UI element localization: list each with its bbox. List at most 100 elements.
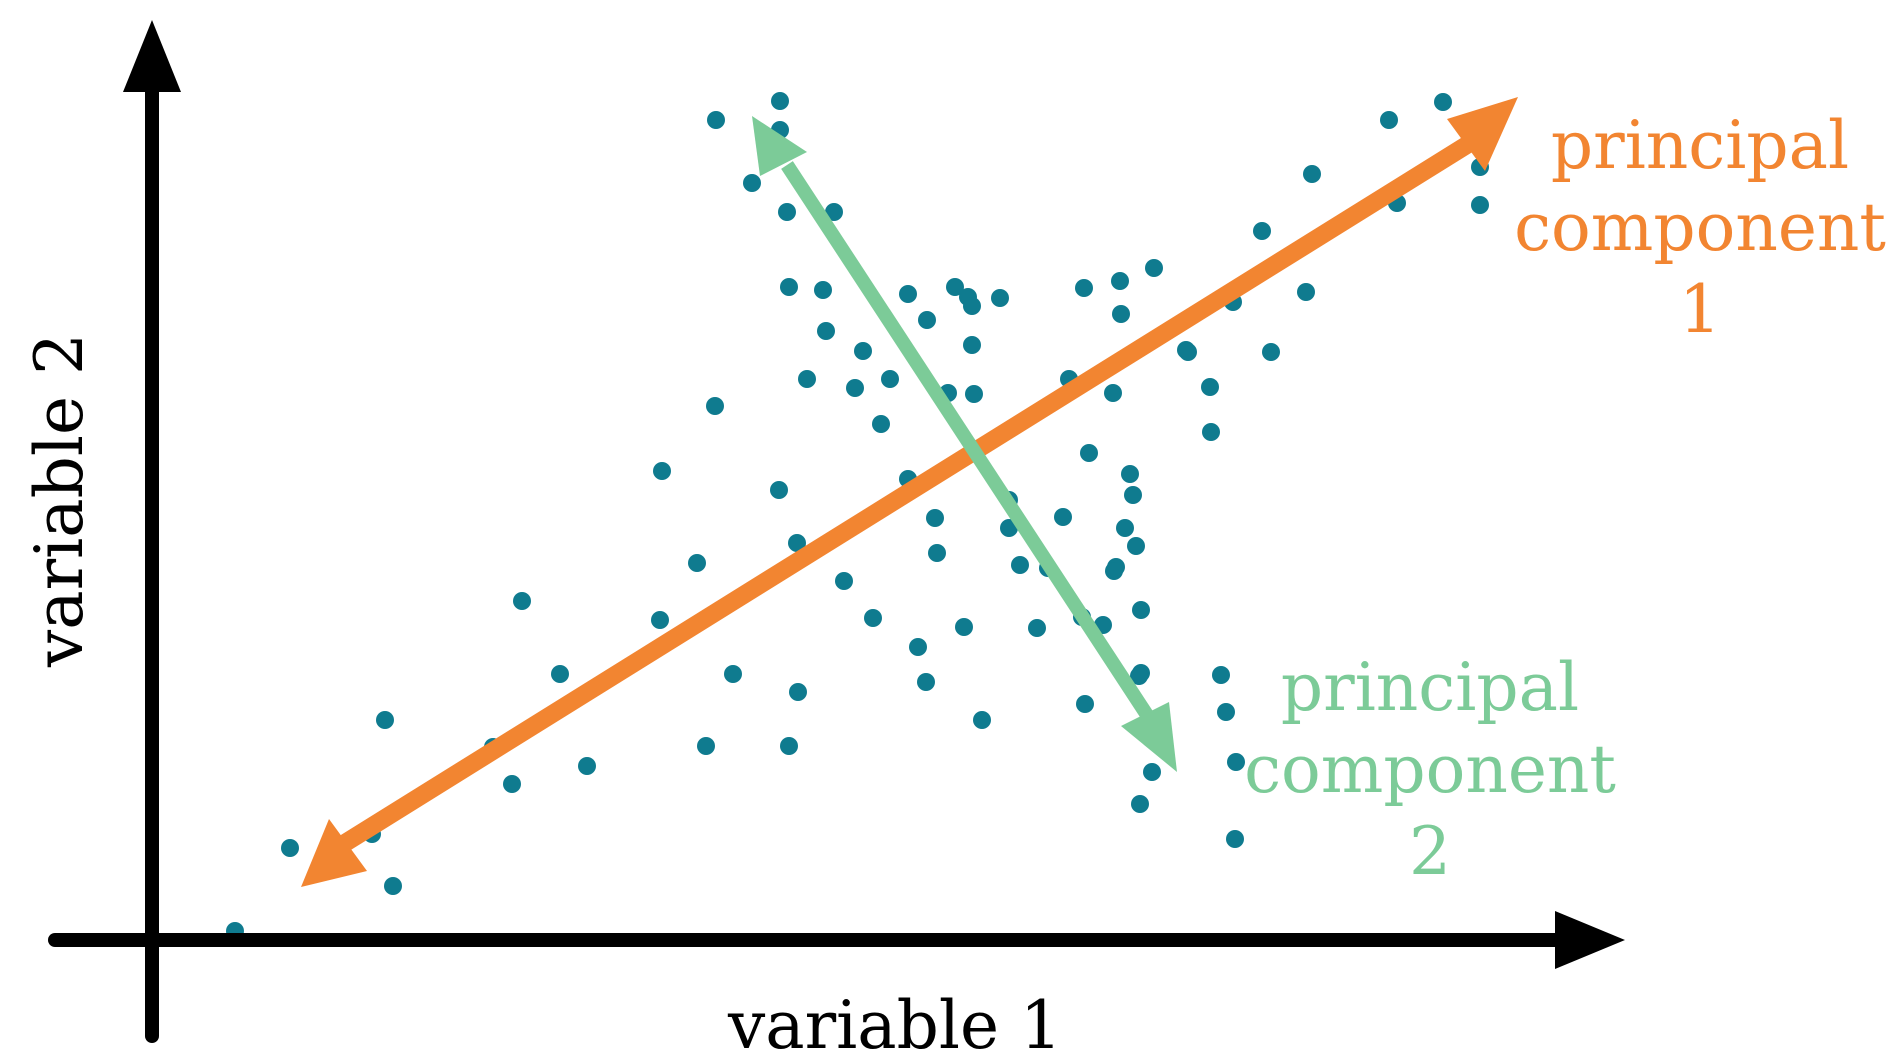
data-point bbox=[1297, 283, 1315, 301]
data-point bbox=[1179, 343, 1197, 361]
data-point bbox=[1201, 378, 1219, 396]
data-point bbox=[778, 203, 796, 221]
data-point bbox=[651, 611, 669, 629]
data-point bbox=[376, 711, 394, 729]
data-point bbox=[1130, 667, 1148, 685]
data-point bbox=[1127, 537, 1145, 555]
principal-component-1-arrow bbox=[301, 97, 1518, 887]
data-point bbox=[963, 297, 981, 315]
data-point bbox=[1080, 444, 1098, 462]
data-point bbox=[872, 415, 890, 433]
data-point bbox=[817, 322, 835, 340]
data-point bbox=[854, 342, 872, 360]
data-point bbox=[688, 554, 706, 572]
pc2-label-line-1: principal bbox=[1281, 649, 1579, 726]
data-point bbox=[743, 174, 761, 192]
data-point bbox=[1217, 703, 1235, 721]
data-point bbox=[724, 665, 742, 683]
data-point bbox=[551, 665, 569, 683]
data-point bbox=[1075, 279, 1093, 297]
data-point bbox=[1104, 384, 1122, 402]
data-points bbox=[226, 92, 1489, 940]
data-point bbox=[1303, 165, 1321, 183]
y-axis-arrowhead bbox=[123, 20, 181, 92]
data-point bbox=[1028, 619, 1046, 637]
data-point bbox=[697, 737, 715, 755]
pc1-label-line-1: principal bbox=[1551, 107, 1849, 184]
pc1-label-line-3: 1 bbox=[1679, 271, 1721, 348]
pc1-arrowhead-upper bbox=[1447, 97, 1518, 171]
data-point bbox=[578, 757, 596, 775]
data-point bbox=[973, 711, 991, 729]
principal-component-1-label: principal component 1 bbox=[1514, 107, 1886, 348]
principal-component-2-arrow bbox=[752, 116, 1177, 772]
data-point bbox=[955, 618, 973, 636]
data-point bbox=[1054, 508, 1072, 526]
data-point bbox=[1253, 222, 1271, 240]
data-point bbox=[1112, 305, 1130, 323]
pc2-arrow-shaft bbox=[781, 161, 1153, 719]
pc2-label-line-2: component bbox=[1244, 731, 1616, 808]
pc2-arrowhead-lower bbox=[1121, 702, 1177, 772]
data-point bbox=[926, 509, 944, 527]
data-point bbox=[1434, 93, 1452, 111]
data-point bbox=[991, 289, 1009, 307]
data-point bbox=[788, 534, 806, 552]
data-point bbox=[1076, 695, 1094, 713]
data-point bbox=[1116, 519, 1134, 537]
data-point bbox=[707, 111, 725, 129]
data-point bbox=[835, 572, 853, 590]
data-point bbox=[963, 336, 981, 354]
data-point bbox=[864, 609, 882, 627]
data-point bbox=[706, 397, 724, 415]
data-point bbox=[1131, 795, 1149, 813]
data-point bbox=[1227, 753, 1245, 771]
data-point bbox=[1121, 465, 1139, 483]
data-point bbox=[946, 278, 964, 296]
data-point bbox=[770, 481, 788, 499]
data-point bbox=[1111, 272, 1129, 290]
data-point bbox=[1471, 196, 1489, 214]
data-point bbox=[1262, 343, 1280, 361]
data-point bbox=[1226, 830, 1244, 848]
data-point bbox=[798, 370, 816, 388]
y-axis-label: variable 2 bbox=[21, 333, 98, 668]
data-point bbox=[1143, 763, 1161, 781]
data-point bbox=[789, 683, 807, 701]
data-point bbox=[384, 877, 402, 895]
pc1-arrow-shaft bbox=[340, 135, 1475, 851]
data-point bbox=[846, 379, 864, 397]
data-point bbox=[918, 311, 936, 329]
data-point bbox=[1202, 423, 1220, 441]
data-point bbox=[928, 544, 946, 562]
data-point bbox=[881, 370, 899, 388]
axes bbox=[48, 20, 1625, 1043]
data-point bbox=[771, 92, 789, 110]
data-point bbox=[814, 281, 832, 299]
x-axis-arrowhead bbox=[1555, 911, 1625, 969]
data-point bbox=[1145, 259, 1163, 277]
data-point bbox=[1124, 486, 1142, 504]
pc1-label-line-2: component bbox=[1514, 189, 1886, 266]
data-point bbox=[281, 839, 299, 857]
data-point bbox=[780, 737, 798, 755]
data-point bbox=[513, 592, 531, 610]
data-point bbox=[1105, 562, 1123, 580]
data-point bbox=[653, 462, 671, 480]
principal-component-2-label: principal component 2 bbox=[1244, 649, 1616, 890]
data-point bbox=[899, 285, 917, 303]
data-point bbox=[965, 385, 983, 403]
x-axis-label: variable 1 bbox=[727, 987, 1062, 1060]
pc1-arrowhead-lower bbox=[301, 819, 367, 887]
data-point bbox=[1011, 556, 1029, 574]
data-point bbox=[1212, 666, 1230, 684]
data-point bbox=[780, 278, 798, 296]
data-point bbox=[917, 673, 935, 691]
pc2-arrowhead-upper bbox=[752, 116, 807, 176]
data-point bbox=[825, 203, 843, 221]
data-point bbox=[1132, 601, 1150, 619]
data-point bbox=[909, 638, 927, 656]
data-point bbox=[1380, 111, 1398, 129]
data-point bbox=[503, 775, 521, 793]
